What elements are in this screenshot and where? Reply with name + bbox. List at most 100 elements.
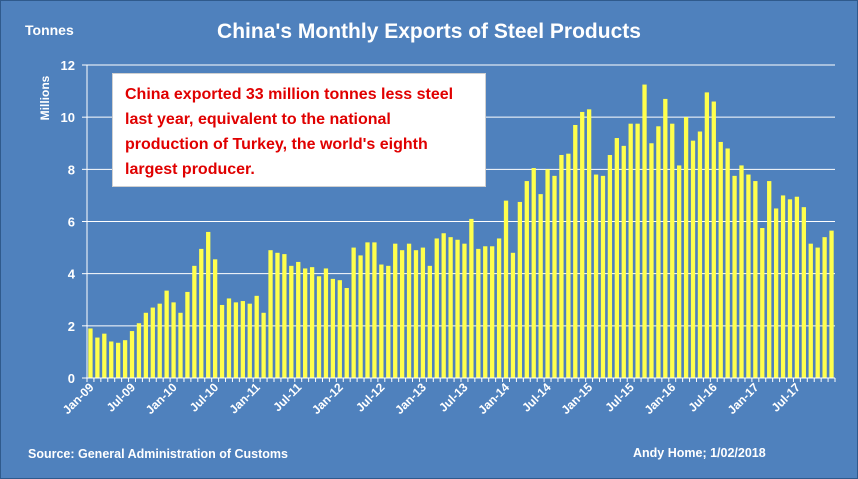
annotation-text: China exported 33 million tonnes less st… bbox=[125, 86, 454, 178]
bar bbox=[136, 323, 142, 378]
axes bbox=[82, 64, 836, 382]
bar bbox=[801, 207, 806, 378]
x-tick-label: Jul-10 bbox=[187, 380, 222, 415]
x-tick-label: Jan-09 bbox=[60, 380, 97, 417]
bar bbox=[490, 246, 495, 378]
chart-title: China's Monthly Exports of Steel Product… bbox=[217, 20, 641, 43]
bar bbox=[95, 337, 100, 378]
bar bbox=[219, 304, 225, 378]
x-tick-label: Jan-16 bbox=[642, 380, 679, 417]
bar bbox=[677, 165, 682, 378]
bar bbox=[545, 169, 550, 378]
bar bbox=[109, 341, 114, 378]
bar bbox=[538, 194, 543, 378]
x-tick-label: Jul-16 bbox=[685, 380, 720, 415]
bar bbox=[199, 248, 204, 378]
bar bbox=[607, 154, 613, 378]
bar bbox=[621, 145, 626, 378]
bar bbox=[725, 148, 730, 378]
bar bbox=[573, 124, 578, 378]
x-tick-label: Jan-15 bbox=[558, 380, 595, 417]
x-tick-label: Jan-11 bbox=[226, 380, 263, 417]
x-tick-label: Jul-17 bbox=[769, 380, 804, 415]
bar bbox=[455, 239, 460, 378]
bar bbox=[323, 268, 329, 378]
bar bbox=[254, 295, 259, 378]
bar bbox=[178, 312, 183, 378]
bar bbox=[441, 233, 446, 378]
bar bbox=[337, 280, 342, 378]
y-tick-label: 2 bbox=[68, 319, 75, 334]
y-tick-labels: 0 2 4 6 8 10 12 bbox=[61, 58, 76, 386]
bar bbox=[469, 218, 474, 378]
y-tick-label: 6 bbox=[68, 215, 75, 230]
bar bbox=[552, 175, 557, 378]
bar bbox=[316, 276, 322, 378]
bar bbox=[399, 250, 405, 378]
bar bbox=[760, 228, 765, 378]
x-tick-label: Jan-14 bbox=[475, 380, 512, 417]
bar bbox=[670, 123, 675, 378]
x-tick-label: Jul-15 bbox=[602, 380, 637, 415]
bar bbox=[718, 141, 723, 378]
bar bbox=[767, 181, 772, 378]
x-tick-label: Jul-12 bbox=[353, 380, 388, 415]
y-tick-label: 4 bbox=[68, 267, 76, 282]
bar bbox=[129, 331, 135, 378]
bar bbox=[413, 250, 419, 378]
bar bbox=[753, 181, 758, 378]
bar bbox=[559, 154, 564, 378]
bar bbox=[808, 243, 813, 378]
annotation-box: China exported 33 million tonnes less st… bbox=[112, 73, 486, 187]
bar bbox=[434, 238, 439, 378]
y-tick-label: 8 bbox=[68, 162, 75, 177]
source-note: Source: General Administration of Custom… bbox=[28, 447, 288, 461]
bar bbox=[192, 265, 197, 378]
bar bbox=[296, 261, 301, 378]
bar bbox=[275, 252, 280, 378]
bar bbox=[185, 291, 190, 378]
bar bbox=[531, 168, 536, 378]
bar bbox=[448, 237, 453, 378]
x-tick-label: Jul-14 bbox=[519, 380, 554, 415]
bar bbox=[420, 247, 426, 378]
bar bbox=[822, 237, 827, 378]
bar bbox=[386, 265, 391, 378]
bar bbox=[524, 181, 529, 378]
bar bbox=[476, 248, 481, 378]
bar bbox=[787, 199, 793, 378]
x-tick-label: Jul-11 bbox=[270, 380, 304, 414]
bar bbox=[794, 196, 800, 378]
bar bbox=[739, 165, 744, 378]
bar bbox=[496, 238, 502, 378]
bar bbox=[600, 175, 606, 378]
bar bbox=[462, 243, 467, 378]
y-tick-label: 12 bbox=[61, 58, 75, 73]
bar bbox=[206, 231, 211, 378]
unit-label: Tonnes bbox=[25, 22, 74, 38]
bar bbox=[510, 252, 516, 378]
y-tick-label: 0 bbox=[68, 371, 75, 386]
bar bbox=[697, 131, 703, 378]
bar bbox=[282, 254, 287, 378]
bar bbox=[732, 175, 737, 378]
bar bbox=[303, 268, 308, 378]
bar bbox=[261, 312, 266, 378]
bar bbox=[642, 84, 647, 378]
bar bbox=[815, 247, 820, 378]
bar bbox=[247, 303, 252, 378]
bar bbox=[593, 174, 599, 378]
bar bbox=[233, 302, 239, 378]
bar bbox=[635, 123, 640, 378]
x-tick-labels: Jan-09 Jul-09 Jan-10 Jul-10 Jan-11 Jul-11 Jan-… bbox=[60, 380, 803, 417]
bar bbox=[150, 307, 155, 378]
bar bbox=[226, 298, 232, 378]
bar bbox=[711, 101, 716, 379]
bar bbox=[683, 117, 689, 379]
bar bbox=[351, 247, 356, 378]
bars bbox=[88, 84, 834, 379]
bar bbox=[116, 342, 121, 378]
bar bbox=[690, 140, 696, 378]
bar bbox=[656, 126, 661, 378]
